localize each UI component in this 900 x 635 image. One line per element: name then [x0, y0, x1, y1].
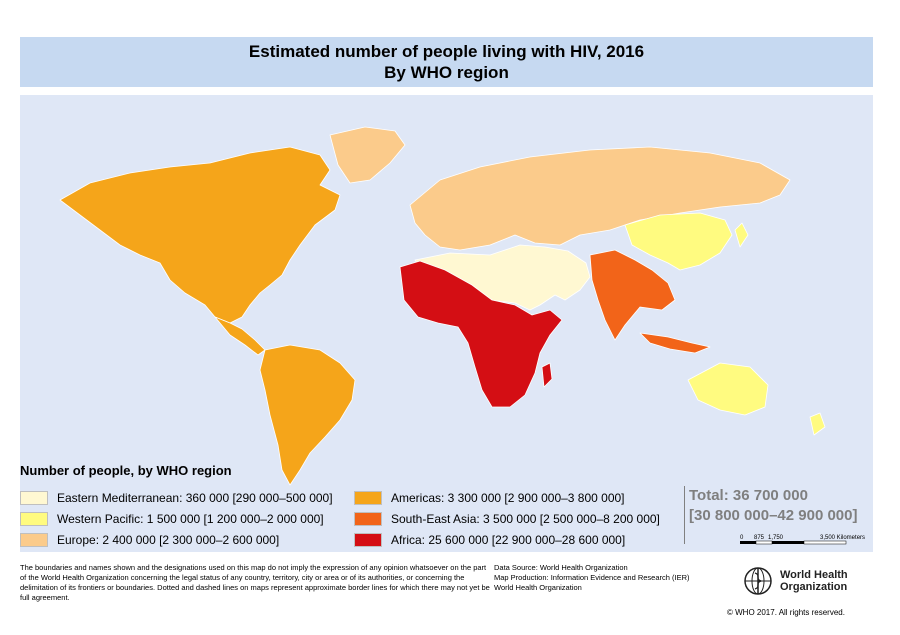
- credits: Data Source: World Health Organization M…: [494, 563, 690, 593]
- scale-tick: 1,750: [768, 535, 784, 541]
- legend-item-europe: Europe: 2 400 000 [2 300 000–2 600 000]: [20, 529, 333, 550]
- legend-label: Europe: 2 400 000 [2 300 000–2 600 000]: [57, 532, 280, 547]
- total-summary: Total: 36 700 000 [30 800 000–42 900 000…: [684, 486, 857, 544]
- legend-item-eastern-mediterranean: Eastern Mediterranean: 360 000 [290 000–…: [20, 487, 333, 508]
- legend-label: Eastern Mediterranean: 360 000 [290 000–…: [57, 490, 333, 505]
- legend-column-left: Eastern Mediterranean: 360 000 [290 000–…: [20, 487, 333, 550]
- legend-swatch: [354, 511, 382, 526]
- legend-swatch: [20, 490, 48, 505]
- region-africa-madagascar: [541, 362, 553, 388]
- legend-swatch: [20, 511, 48, 526]
- scale-tick: 0: [740, 535, 744, 541]
- who-logo: World Health Organization: [740, 565, 848, 597]
- legend-label: South-East Asia: 3 500 000 [2 500 000–8 …: [391, 511, 660, 526]
- data-source: Data Source: World Health Organization: [494, 563, 628, 572]
- map-subtitle: By WHO region: [384, 63, 509, 82]
- legend-label: Americas: 3 300 000 [2 900 000–3 800 000…: [391, 490, 625, 505]
- region-americas-north: [59, 146, 341, 324]
- map-title-band: Estimated number of people living with H…: [20, 37, 873, 87]
- legend-item-south-east-asia: South-East Asia: 3 500 000 [2 500 000–8 …: [354, 508, 660, 529]
- region-europe: [409, 146, 791, 251]
- legend-swatch: [20, 532, 48, 547]
- region-western-pacific-china: [624, 212, 733, 271]
- legend-swatch: [354, 490, 382, 505]
- legend-swatch: [354, 532, 382, 547]
- scale-tick: 875: [754, 535, 765, 541]
- legend-label: Western Pacific: 1 500 000 [1 200 000–2 …: [57, 511, 324, 526]
- scale-bar: 0 875 1,750 3,500 Kilometers: [740, 533, 870, 549]
- region-western-pacific-japan: [734, 222, 749, 248]
- who-emblem-icon: [744, 567, 772, 595]
- legend-title: Number of people, by WHO region: [20, 463, 232, 478]
- region-south-east-asia-islands: [639, 332, 711, 354]
- map-title: Estimated number of people living with H…: [248, 42, 645, 61]
- legend-item-americas: Americas: 3 300 000 [2 900 000–3 800 000…: [354, 487, 660, 508]
- copyright: © WHO 2017. All rights reserved.: [727, 608, 845, 617]
- region-africa: [399, 260, 563, 408]
- total-range: [30 800 000–42 900 000]: [689, 507, 858, 524]
- world-map: [20, 95, 873, 552]
- scale-tick: 3,500 Kilometers: [820, 535, 865, 541]
- region-americas-central: [214, 316, 266, 356]
- region-western-pacific-australia: [687, 362, 769, 416]
- map-production: Map Production: Information Evidence and…: [494, 573, 690, 582]
- legend-item-western-pacific: Western Pacific: 1 500 000 [1 200 000–2 …: [20, 508, 333, 529]
- region-americas-south: [259, 344, 356, 486]
- organization-name: World Health Organization: [494, 583, 582, 592]
- who-wordmark: World Health Organization: [780, 569, 848, 593]
- total-value: Total: 36 700 000: [689, 487, 808, 504]
- region-americas-greenland: [329, 126, 406, 184]
- region-south-east-asia: [589, 249, 676, 341]
- region-western-pacific-new-zealand: [809, 412, 826, 436]
- disclaimer-text: The boundaries and names shown and the d…: [20, 563, 490, 602]
- legend-column-right: Americas: 3 300 000 [2 900 000–3 800 000…: [354, 487, 660, 550]
- legend-item-africa: Africa: 25 600 000 [22 900 000–28 600 00…: [354, 529, 660, 550]
- legend-label: Africa: 25 600 000 [22 900 000–28 600 00…: [391, 532, 626, 547]
